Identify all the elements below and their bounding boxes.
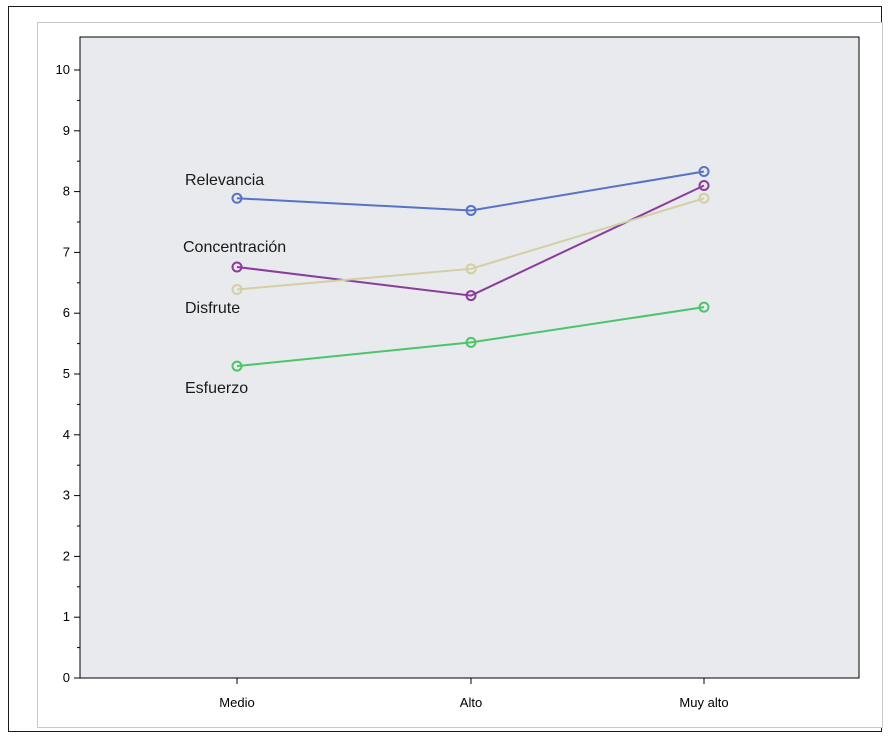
- data-point: [465, 336, 477, 348]
- series-label: Concentración: [183, 239, 286, 256]
- series-label: Disfrute: [185, 300, 240, 317]
- series-points: [231, 166, 710, 372]
- data-point: [465, 204, 477, 216]
- y-tick-label: 5: [63, 366, 70, 381]
- series-line-esfuerzo: [236, 306, 705, 368]
- data-point: [231, 283, 243, 295]
- data-point: [698, 180, 710, 192]
- y-tick-label: 9: [63, 123, 70, 138]
- y-tick-label: 8: [63, 184, 70, 199]
- y-tick-label: 4: [63, 427, 70, 442]
- series-lines: [236, 170, 705, 368]
- y-tick-label: 7: [63, 244, 70, 259]
- y-tick-label: 1: [63, 609, 70, 624]
- series-line-disfrute: [236, 197, 705, 291]
- series-label: Relevancia: [185, 172, 264, 189]
- y-tick-label: 3: [63, 488, 70, 503]
- y-tick-label: 10: [56, 62, 70, 77]
- y-tick-label: 6: [63, 305, 70, 320]
- data-point: [231, 360, 243, 372]
- data-point: [698, 192, 710, 204]
- x-tick-label: Alto: [460, 695, 482, 710]
- plot-area: [79, 36, 860, 679]
- data-point: [231, 261, 243, 273]
- x-axis: Medio Alto Muy alto: [219, 678, 729, 710]
- data-point: [698, 166, 710, 178]
- y-tick-label: 0: [63, 670, 70, 685]
- data-point: [698, 301, 710, 313]
- y-axis: 0 1 2 3 4 5 6 7 8 9 10: [56, 62, 80, 685]
- x-tick-label: Muy alto: [679, 695, 728, 710]
- series-label: Esfuerzo: [185, 380, 248, 397]
- data-point: [465, 263, 477, 275]
- x-tick-label: Medio: [219, 695, 254, 710]
- data-point: [231, 192, 243, 204]
- y-tick-label: 2: [63, 548, 70, 563]
- series-line-relevancia: [236, 170, 705, 212]
- series-labels: Relevancia Concentración Disfrute Esfuerzo: [183, 172, 286, 397]
- data-point: [465, 290, 477, 302]
